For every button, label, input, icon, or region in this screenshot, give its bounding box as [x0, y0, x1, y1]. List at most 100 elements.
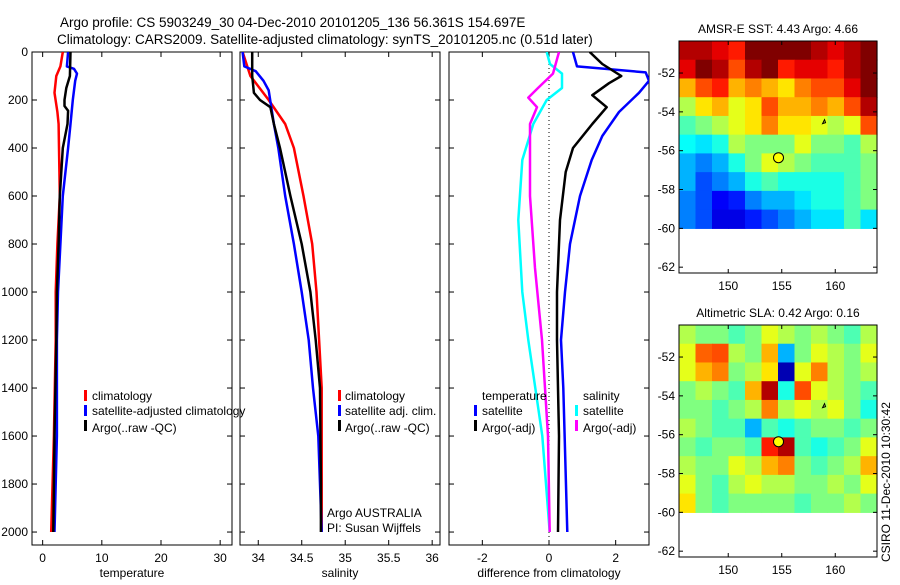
x-tick-label: 34.5 [290, 551, 314, 565]
map-cell [695, 190, 713, 211]
sst-map-panel: 150 155 160 -52 -54 -56 -58 -60 -62 AMSR-E SST: 4… [658, 22, 878, 293]
map-cell [712, 456, 730, 476]
legend-label: Argo(..raw -QC) [92, 421, 177, 435]
map-cell [794, 474, 812, 495]
map-cell [794, 134, 812, 154]
legend-marker-temp-satellite [474, 405, 477, 416]
map-cell [712, 362, 730, 382]
x-tick-label: 160 [825, 563, 845, 577]
map-cell [761, 399, 779, 420]
map-cell [860, 134, 878, 154]
map-cell [811, 474, 829, 495]
map-cell [811, 437, 829, 457]
profile-line-argo-raw-qc- [52, 52, 72, 533]
map-cell [844, 493, 862, 513]
map-cell [827, 172, 845, 192]
map-cell [761, 456, 779, 476]
map-cell [712, 115, 730, 136]
legend-marker-argo [84, 420, 87, 431]
map-cell [827, 134, 845, 154]
legend-marker-satellite [338, 405, 341, 416]
map-cell [745, 381, 763, 401]
map-cell [778, 418, 796, 438]
map-cell [745, 41, 763, 61]
map-cell [827, 115, 845, 136]
map-cell [679, 153, 697, 173]
legend-label: satellite [482, 404, 523, 418]
y-tick-label: -58 [658, 467, 676, 481]
map-cell [827, 325, 845, 345]
map-cell [811, 172, 829, 192]
map-cell [794, 362, 812, 382]
map-cell [844, 456, 862, 476]
map-cell [761, 418, 779, 438]
legend-marker-argo [338, 420, 341, 431]
legend-label: satellite adj. clim. [345, 404, 436, 418]
map-cell [827, 418, 845, 438]
map-cell [778, 115, 796, 136]
map-cell [761, 493, 779, 513]
map-cell [811, 493, 829, 513]
y-tick-label: 400 [8, 141, 28, 155]
salinity-legend: climatology satellite adj. clim. Argo(..… [327, 389, 436, 535]
map-cell [761, 134, 779, 154]
map-cell [712, 97, 730, 117]
map-cell [794, 418, 812, 438]
figure-title-line1: Argo profile: CS 5903249_30 04-Dec-2010 … [60, 15, 525, 30]
profile-line-salinity-satellite [517, 52, 564, 533]
map-cell [712, 59, 730, 80]
difference-legend: temperature satellite Argo(-adj) salinit… [474, 389, 636, 435]
map-cell [778, 362, 796, 382]
x-tick-label: 155 [772, 279, 792, 293]
credit-line1: Argo AUSTRALIA [327, 506, 422, 520]
map-cell [712, 325, 730, 345]
map-cell [728, 381, 746, 401]
legend-label: satellite [583, 404, 624, 418]
map-cell [712, 381, 730, 401]
map-cell [745, 59, 763, 80]
map-cell [761, 115, 779, 136]
x-tick-label: 35 [339, 551, 353, 565]
map-cell [712, 209, 730, 229]
map-cell [778, 78, 796, 98]
legend-label: climatology [92, 389, 152, 403]
map-cell [844, 325, 862, 345]
legend-label: Argo(-adj) [583, 421, 636, 435]
legend-label: Argo(..raw -QC) [345, 421, 430, 435]
map-cell [679, 78, 697, 98]
map-cell [745, 78, 763, 98]
map-cell [761, 209, 779, 229]
x-tick-label: 35.5 [377, 551, 401, 565]
map-cell [827, 493, 845, 513]
map-cell [794, 399, 812, 420]
map-cell [778, 172, 796, 192]
map-cell [745, 399, 763, 420]
x-tick-label: 2 [612, 551, 619, 565]
map-cell [745, 343, 763, 364]
map-cell [695, 325, 713, 345]
y-tick-label: -54 [658, 105, 676, 119]
map-cell [827, 59, 845, 80]
map-cell [728, 59, 746, 80]
map-title: Altimetric SLA: 0.42 Argo: 0.16 [696, 306, 860, 320]
argo-float-marker [773, 436, 785, 448]
map-cell [860, 153, 878, 173]
x-tick-label: 155 [772, 563, 792, 577]
map-cell [860, 418, 878, 438]
map-cell [778, 343, 796, 364]
legend-marker-sal-argo [575, 420, 578, 431]
map-cell [827, 474, 845, 495]
legend-label: satellite-adjusted climatology [92, 404, 245, 418]
map-cell [679, 381, 697, 401]
x-tick-label: 10 [95, 551, 109, 565]
x-tick-label: 30 [213, 551, 227, 565]
map-cell [761, 172, 779, 192]
map-cell [695, 172, 713, 192]
map-cell [728, 134, 746, 154]
legend-label: climatology [345, 389, 405, 403]
map-cell [728, 343, 746, 364]
map-cell [728, 190, 746, 211]
map-cell [712, 343, 730, 364]
map-cell [844, 41, 862, 61]
map-cell [778, 59, 796, 80]
